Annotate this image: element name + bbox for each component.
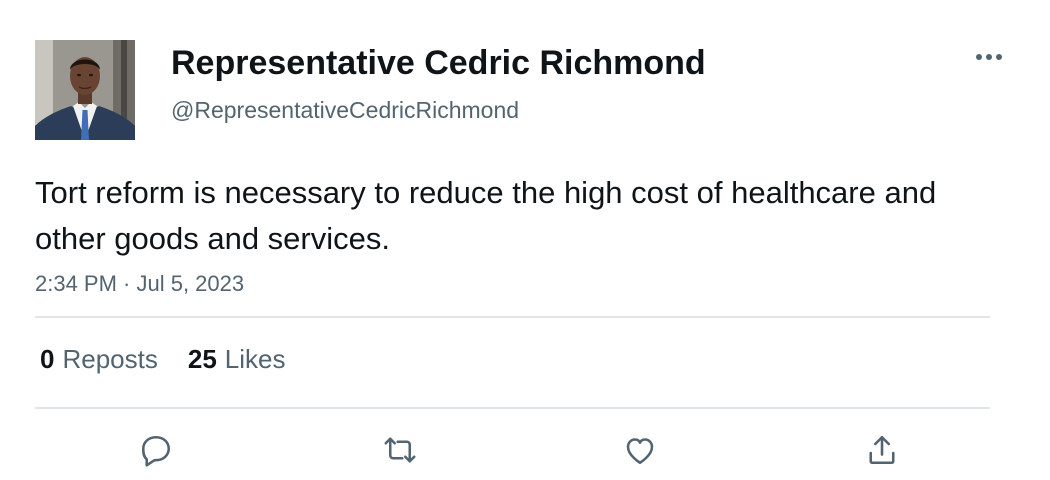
repost-icon: [384, 437, 416, 463]
reply-icon: [141, 435, 171, 467]
repost-button[interactable]: [380, 430, 420, 470]
divider: [35, 316, 990, 318]
like-button[interactable]: [620, 430, 660, 470]
divider: [35, 407, 990, 409]
share-icon: [869, 435, 895, 465]
avatar[interactable]: [35, 40, 135, 140]
tweet-text: Tort reform is necessary to reduce the h…: [35, 175, 937, 256]
author-handle[interactable]: @RepresentativeCedricRichmond: [171, 97, 520, 123]
likes-label: Likes: [224, 344, 286, 374]
likes-stat[interactable]: 25 Likes: [188, 343, 286, 375]
more-options-button[interactable]: [970, 46, 1008, 68]
reposts-label: Reposts: [62, 344, 158, 374]
tweet-timestamp[interactable]: 2:34 PM · Jul 5, 2023: [35, 271, 245, 296]
like-icon: [626, 438, 654, 465]
reply-button[interactable]: [136, 430, 176, 470]
author-display-name[interactable]: Representative Cedric Richmond: [171, 44, 706, 82]
avatar-photo: [35, 40, 135, 140]
more-horizontal-icon: [976, 54, 1002, 60]
share-button[interactable]: [862, 430, 902, 470]
reposts-stat[interactable]: 0 Reposts: [40, 343, 158, 375]
likes-count: 25: [187, 344, 217, 374]
reposts-count: 0: [40, 344, 55, 374]
tweet-stats: 0 Reposts 25 Likes: [40, 343, 285, 375]
